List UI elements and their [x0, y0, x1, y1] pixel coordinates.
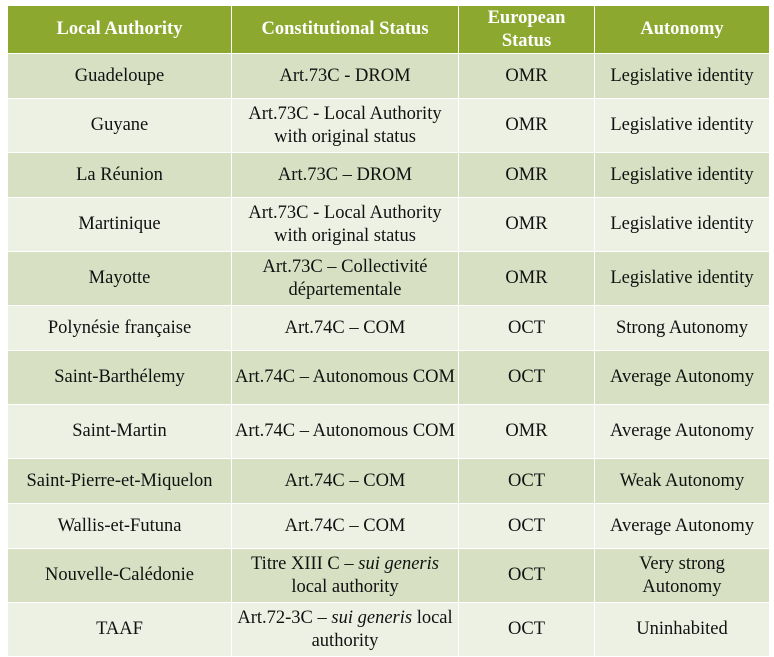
header-local-authority: Local Authority	[7, 5, 232, 54]
european-status-cell: OCT	[458, 305, 595, 351]
autonomy-cell: Average Autonomy	[594, 503, 770, 549]
table-row: Nouvelle-Calédonie Titre XIII C – sui ge…	[7, 548, 770, 603]
autonomy-cell: Uninhabited	[594, 602, 770, 657]
european-status-cell: OMR	[458, 251, 595, 306]
authority-cell: Martinique	[7, 197, 232, 252]
autonomy-cell: Strong Autonomy	[594, 305, 770, 351]
authority-cell: Nouvelle-Calédonie	[7, 548, 232, 603]
authority-cell: Guyane	[7, 98, 232, 153]
table-row: Martinique Art.73C - Local Authority wit…	[7, 197, 770, 252]
table-row: Saint-Pierre-et-Miquelon Art.74C – COM O…	[7, 458, 770, 504]
constitutional-status-cell: Art.73C - Local Authority with original …	[231, 98, 459, 153]
status-prefix: Titre XIII C –	[251, 553, 359, 574]
authority-cell: Saint-Martin	[7, 404, 232, 459]
table-header-row: Local Authority Constitutional Status Eu…	[7, 5, 770, 54]
status-prefix: Art.72-3C –	[237, 607, 332, 628]
european-status-cell: OCT	[458, 458, 595, 504]
autonomy-cell: Legislative identity	[594, 98, 770, 153]
autonomy-cell: Legislative identity	[594, 53, 770, 99]
constitutional-status-cell: Art.74C – COM	[231, 305, 459, 351]
autonomy-cell: Very strong Autonomy	[594, 548, 770, 603]
authority-cell: Saint-Barthélemy	[7, 350, 232, 405]
table-row: TAAF Art.72-3C – sui generis local autho…	[7, 602, 770, 657]
european-status-cell: OCT	[458, 602, 595, 657]
european-status-cell: OCT	[458, 503, 595, 549]
table-row: Wallis-et-Futuna Art.74C – COM OCT Avera…	[7, 503, 770, 549]
constitutional-status-cell: Art.72-3C – sui generis local authority	[231, 602, 459, 657]
authority-cell: La Réunion	[7, 152, 232, 198]
table-row: Guadeloupe Art.73C - DROM OMR Legislativ…	[7, 53, 770, 99]
autonomy-cell: Average Autonomy	[594, 350, 770, 405]
constitutional-status-cell: Art.74C – Autonomous COM	[231, 350, 459, 405]
header-autonomy: Autonomy	[594, 5, 770, 54]
constitutional-status-cell: Art.73C - Local Authority with original …	[231, 197, 459, 252]
table-row: Polynésie française Art.74C – COM OCT St…	[7, 305, 770, 351]
authority-cell: Saint-Pierre-et-Miquelon	[7, 458, 232, 504]
authority-cell: Wallis-et-Futuna	[7, 503, 232, 549]
european-status-cell: OCT	[458, 350, 595, 405]
status-italic: sui generis	[331, 607, 413, 628]
authority-cell: Guadeloupe	[7, 53, 232, 99]
header-european-status: European Status	[458, 5, 595, 54]
constitutional-status-cell: Art.73C – DROM	[231, 152, 459, 198]
autonomy-cell: Legislative identity	[594, 251, 770, 306]
european-status-cell: OMR	[458, 197, 595, 252]
authority-cell: Mayotte	[7, 251, 232, 306]
autonomy-cell: Legislative identity	[594, 197, 770, 252]
table-row: Mayotte Art.73C – Collectivité départeme…	[7, 251, 770, 306]
table-row: Saint-Barthélemy Art.74C – Autonomous CO…	[7, 350, 770, 405]
european-status-cell: OCT	[458, 548, 595, 603]
constitutional-status-cell: Art.74C – Autonomous COM	[231, 404, 459, 459]
constitutional-status-cell: Art.73C - DROM	[231, 53, 459, 99]
european-status-cell: OMR	[458, 98, 595, 153]
constitutional-status-cell: Art.74C – COM	[231, 503, 459, 549]
autonomy-cell: Legislative identity	[594, 152, 770, 198]
constitutional-status-cell: Art.74C – COM	[231, 458, 459, 504]
table-row: Guyane Art.73C - Local Authority with or…	[7, 98, 770, 153]
autonomy-cell: Weak Autonomy	[594, 458, 770, 504]
autonomy-cell: Average Autonomy	[594, 404, 770, 459]
constitutional-status-cell: Titre XIII C – sui generis local authori…	[231, 548, 459, 603]
constitutional-status-cell: Art.73C – Collectivité départementale	[231, 251, 459, 306]
european-status-cell: OMR	[458, 404, 595, 459]
european-status-cell: OMR	[458, 53, 595, 99]
status-suffix: local authority	[291, 576, 399, 597]
status-italic: sui generis	[358, 553, 439, 574]
local-authority-table: Local Authority Constitutional Status Eu…	[7, 5, 770, 657]
table-row: Saint-Martin Art.74C – Autonomous COM OM…	[7, 404, 770, 459]
table-row: La Réunion Art.73C – DROM OMR Legislativ…	[7, 152, 770, 198]
authority-cell: Polynésie française	[7, 305, 232, 351]
european-status-cell: OMR	[458, 152, 595, 198]
header-constitutional-status: Constitutional Status	[231, 5, 459, 54]
authority-cell: TAAF	[7, 602, 232, 657]
